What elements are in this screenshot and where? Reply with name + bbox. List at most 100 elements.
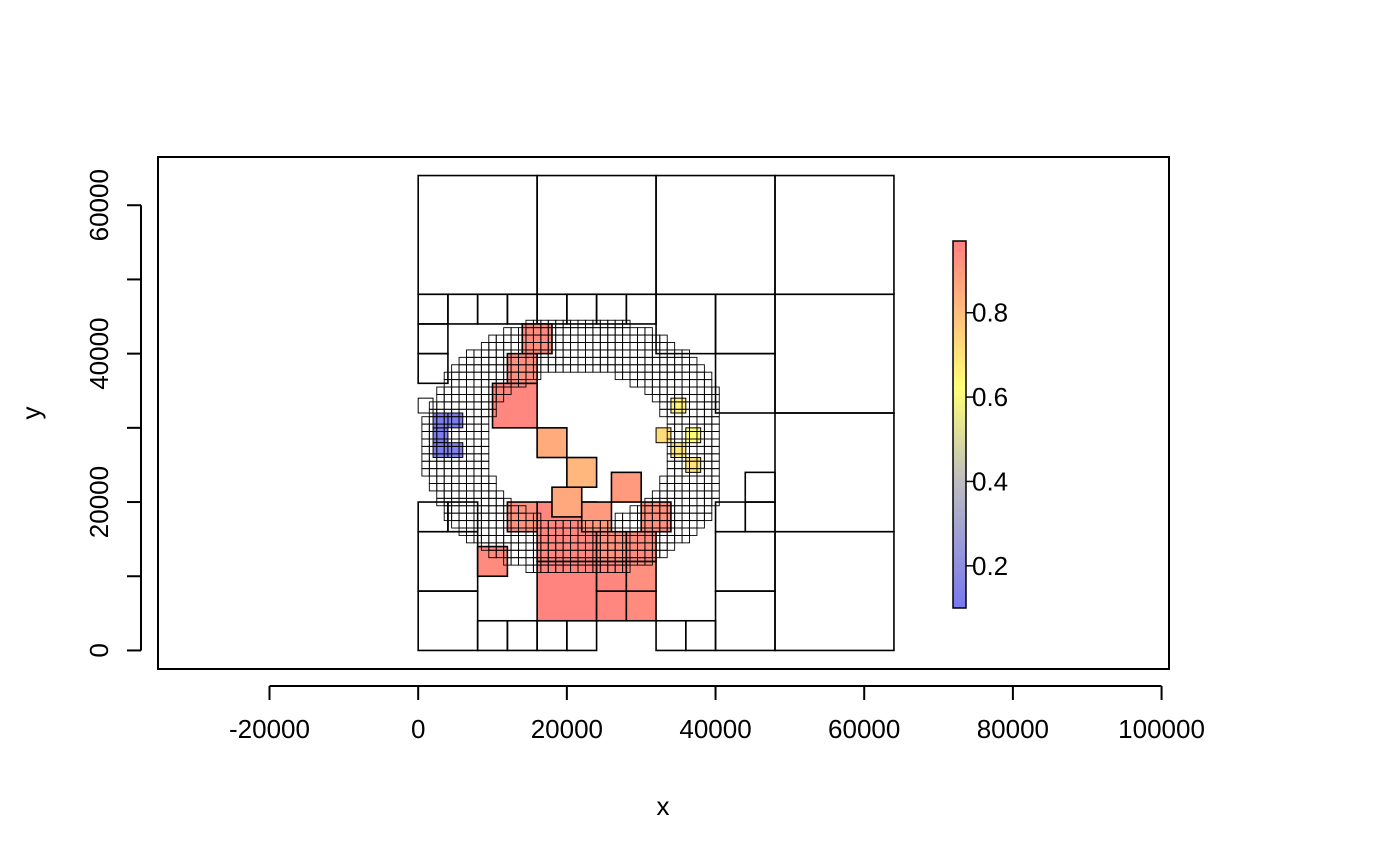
raster-cell-fine	[659, 549, 668, 559]
raster-cell-fine	[466, 416, 475, 425]
raster-cell-fine	[607, 327, 616, 336]
raster-cell-fine	[592, 356, 601, 366]
raster-cell-fine	[696, 371, 705, 381]
raster-cell-fine	[599, 364, 609, 373]
raster-cell-fine	[674, 379, 683, 388]
raster-cell	[566, 293, 598, 325]
raster-cell-fine	[466, 423, 475, 433]
raster-cell-fine	[711, 490, 720, 499]
raster-cell	[595, 293, 628, 325]
raster-cell	[551, 486, 583, 518]
raster-cell	[714, 590, 776, 652]
raster-cell-fine	[480, 349, 490, 358]
raster-cell-fine	[674, 534, 683, 544]
raster-cell-fine	[696, 475, 705, 484]
raster-cell-fine	[614, 349, 624, 358]
raster-cell-fine	[622, 520, 631, 529]
raster-cell-fine	[703, 379, 713, 388]
raster-cell-fine	[711, 416, 720, 425]
raster-cell-fine	[510, 549, 519, 559]
raster-cell	[447, 293, 479, 325]
raster-cell-fine	[466, 408, 475, 418]
raster-cell-fine	[547, 364, 557, 373]
raster-cell	[536, 174, 657, 296]
raster-cell-fine	[466, 534, 475, 544]
raster-cell-fine	[466, 364, 475, 373]
raster-cell-fine	[466, 356, 475, 366]
raster-cell-fine	[614, 512, 624, 522]
raster-cell-fine	[443, 393, 453, 403]
raster-cell-fine	[436, 475, 445, 484]
raster-cell-fine	[674, 356, 683, 366]
raster-cell-fine	[622, 334, 631, 343]
raster-cell-fine	[681, 490, 690, 499]
raster-cell-fine	[666, 490, 676, 499]
raster-cell-fine	[666, 534, 676, 544]
raster-cell-fine	[510, 557, 519, 566]
raster-cell-fine	[451, 512, 460, 522]
raster-cell-fine	[674, 490, 683, 499]
raster-cell-fine	[703, 468, 713, 477]
raster-cell-fine	[711, 460, 720, 470]
raster-cell-fine	[689, 386, 698, 395]
raster-cell-fine	[451, 505, 460, 514]
raster-cell-fine	[421, 460, 430, 470]
raster-cell-fine	[584, 356, 594, 366]
x-tick-label: 80000	[977, 714, 1049, 744]
raster-cell-fine	[599, 334, 609, 343]
raster-cell-fine	[696, 497, 705, 507]
raster-cell-fine	[525, 564, 534, 573]
raster-cell	[491, 382, 538, 429]
raster-cell-fine	[570, 327, 579, 336]
raster-cell-fine	[480, 527, 490, 536]
raster-cell	[595, 590, 628, 622]
raster-cell-fine	[480, 453, 490, 462]
raster-cell-fine	[703, 423, 713, 433]
raster-cell-fine	[488, 520, 497, 529]
raster-cell-fine	[451, 371, 460, 381]
raster-cell-fine	[562, 356, 572, 366]
raster-cell-fine	[592, 364, 601, 373]
raster-cell-fine	[495, 334, 505, 343]
raster-cell-fine	[703, 431, 713, 440]
raster-cell-fine	[696, 401, 705, 410]
raster-cell-fine	[689, 527, 698, 536]
raster-cell-fine	[644, 364, 653, 373]
raster-cell-fine	[451, 401, 460, 410]
raster-cell-fine	[451, 475, 460, 484]
raster-cell-fine	[637, 371, 646, 381]
raster-cell-fine	[458, 379, 467, 388]
raster-cell-fine	[480, 423, 490, 433]
raster-cell-fine	[525, 542, 534, 551]
raster-cell-fine	[495, 364, 505, 373]
raster-cell-fine	[428, 475, 438, 484]
raster-cell-fine	[681, 512, 690, 522]
raster-cell-fine	[451, 490, 460, 499]
raster-cell	[506, 293, 538, 325]
raster-cell-fine	[466, 460, 475, 470]
raster-cell-fine	[480, 364, 490, 373]
raster-cell-fine	[681, 505, 690, 514]
raster-cell-fine	[666, 468, 676, 477]
raster-cell-fine	[466, 379, 475, 388]
raster-cell-fine	[681, 520, 690, 529]
legend-color-bar	[952, 240, 967, 609]
raster-cell-fine	[473, 379, 482, 388]
raster-cell-fine	[703, 505, 713, 514]
raster-cell-fine	[525, 534, 534, 544]
raster-cell	[744, 501, 776, 533]
raster-cell-fine	[466, 386, 475, 395]
raster-cell	[417, 352, 449, 385]
raster-cell-fine	[607, 356, 616, 366]
raster-cell-fine	[473, 416, 482, 425]
raster-cell-fine	[614, 327, 624, 336]
raster-cell-fine	[570, 334, 579, 343]
raster-cell-fine	[480, 505, 490, 514]
raster-cell-fine	[681, 356, 690, 366]
raster-cell-fine	[480, 379, 490, 388]
raster-cell-fine	[614, 342, 624, 351]
x-tick-label: 100000	[1118, 714, 1205, 744]
raster-cell-fine	[443, 490, 453, 499]
raster-cell	[566, 619, 598, 652]
raster-cell-fine	[466, 445, 475, 455]
